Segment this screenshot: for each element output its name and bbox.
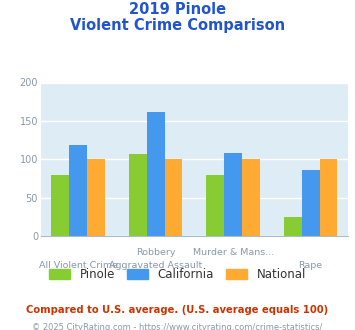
Text: All Violent Crime: All Violent Crime [39,261,118,270]
Bar [224,153,242,236]
Text: Compared to U.S. average. (U.S. average equals 100): Compared to U.S. average. (U.S. average … [26,305,329,315]
Bar [147,112,164,236]
Bar [206,175,224,236]
Bar [69,146,87,236]
Text: Violent Crime Comparison: Violent Crime Comparison [70,18,285,33]
Bar [242,159,260,236]
Bar [51,175,69,236]
Bar [284,217,302,236]
Text: Aggravated Assault: Aggravated Assault [109,261,202,270]
Bar [129,154,147,236]
Bar [320,159,338,236]
Legend: Pinole, California, National: Pinole, California, National [49,268,306,281]
Text: 2019 Pinole: 2019 Pinole [129,2,226,16]
Text: Rape: Rape [299,261,323,270]
Text: Robbery: Robbery [136,248,175,257]
Bar [164,159,182,236]
Bar [87,159,105,236]
Bar [302,170,320,236]
Text: Murder & Mans...: Murder & Mans... [192,248,274,257]
Text: © 2025 CityRating.com - https://www.cityrating.com/crime-statistics/: © 2025 CityRating.com - https://www.city… [32,323,323,330]
